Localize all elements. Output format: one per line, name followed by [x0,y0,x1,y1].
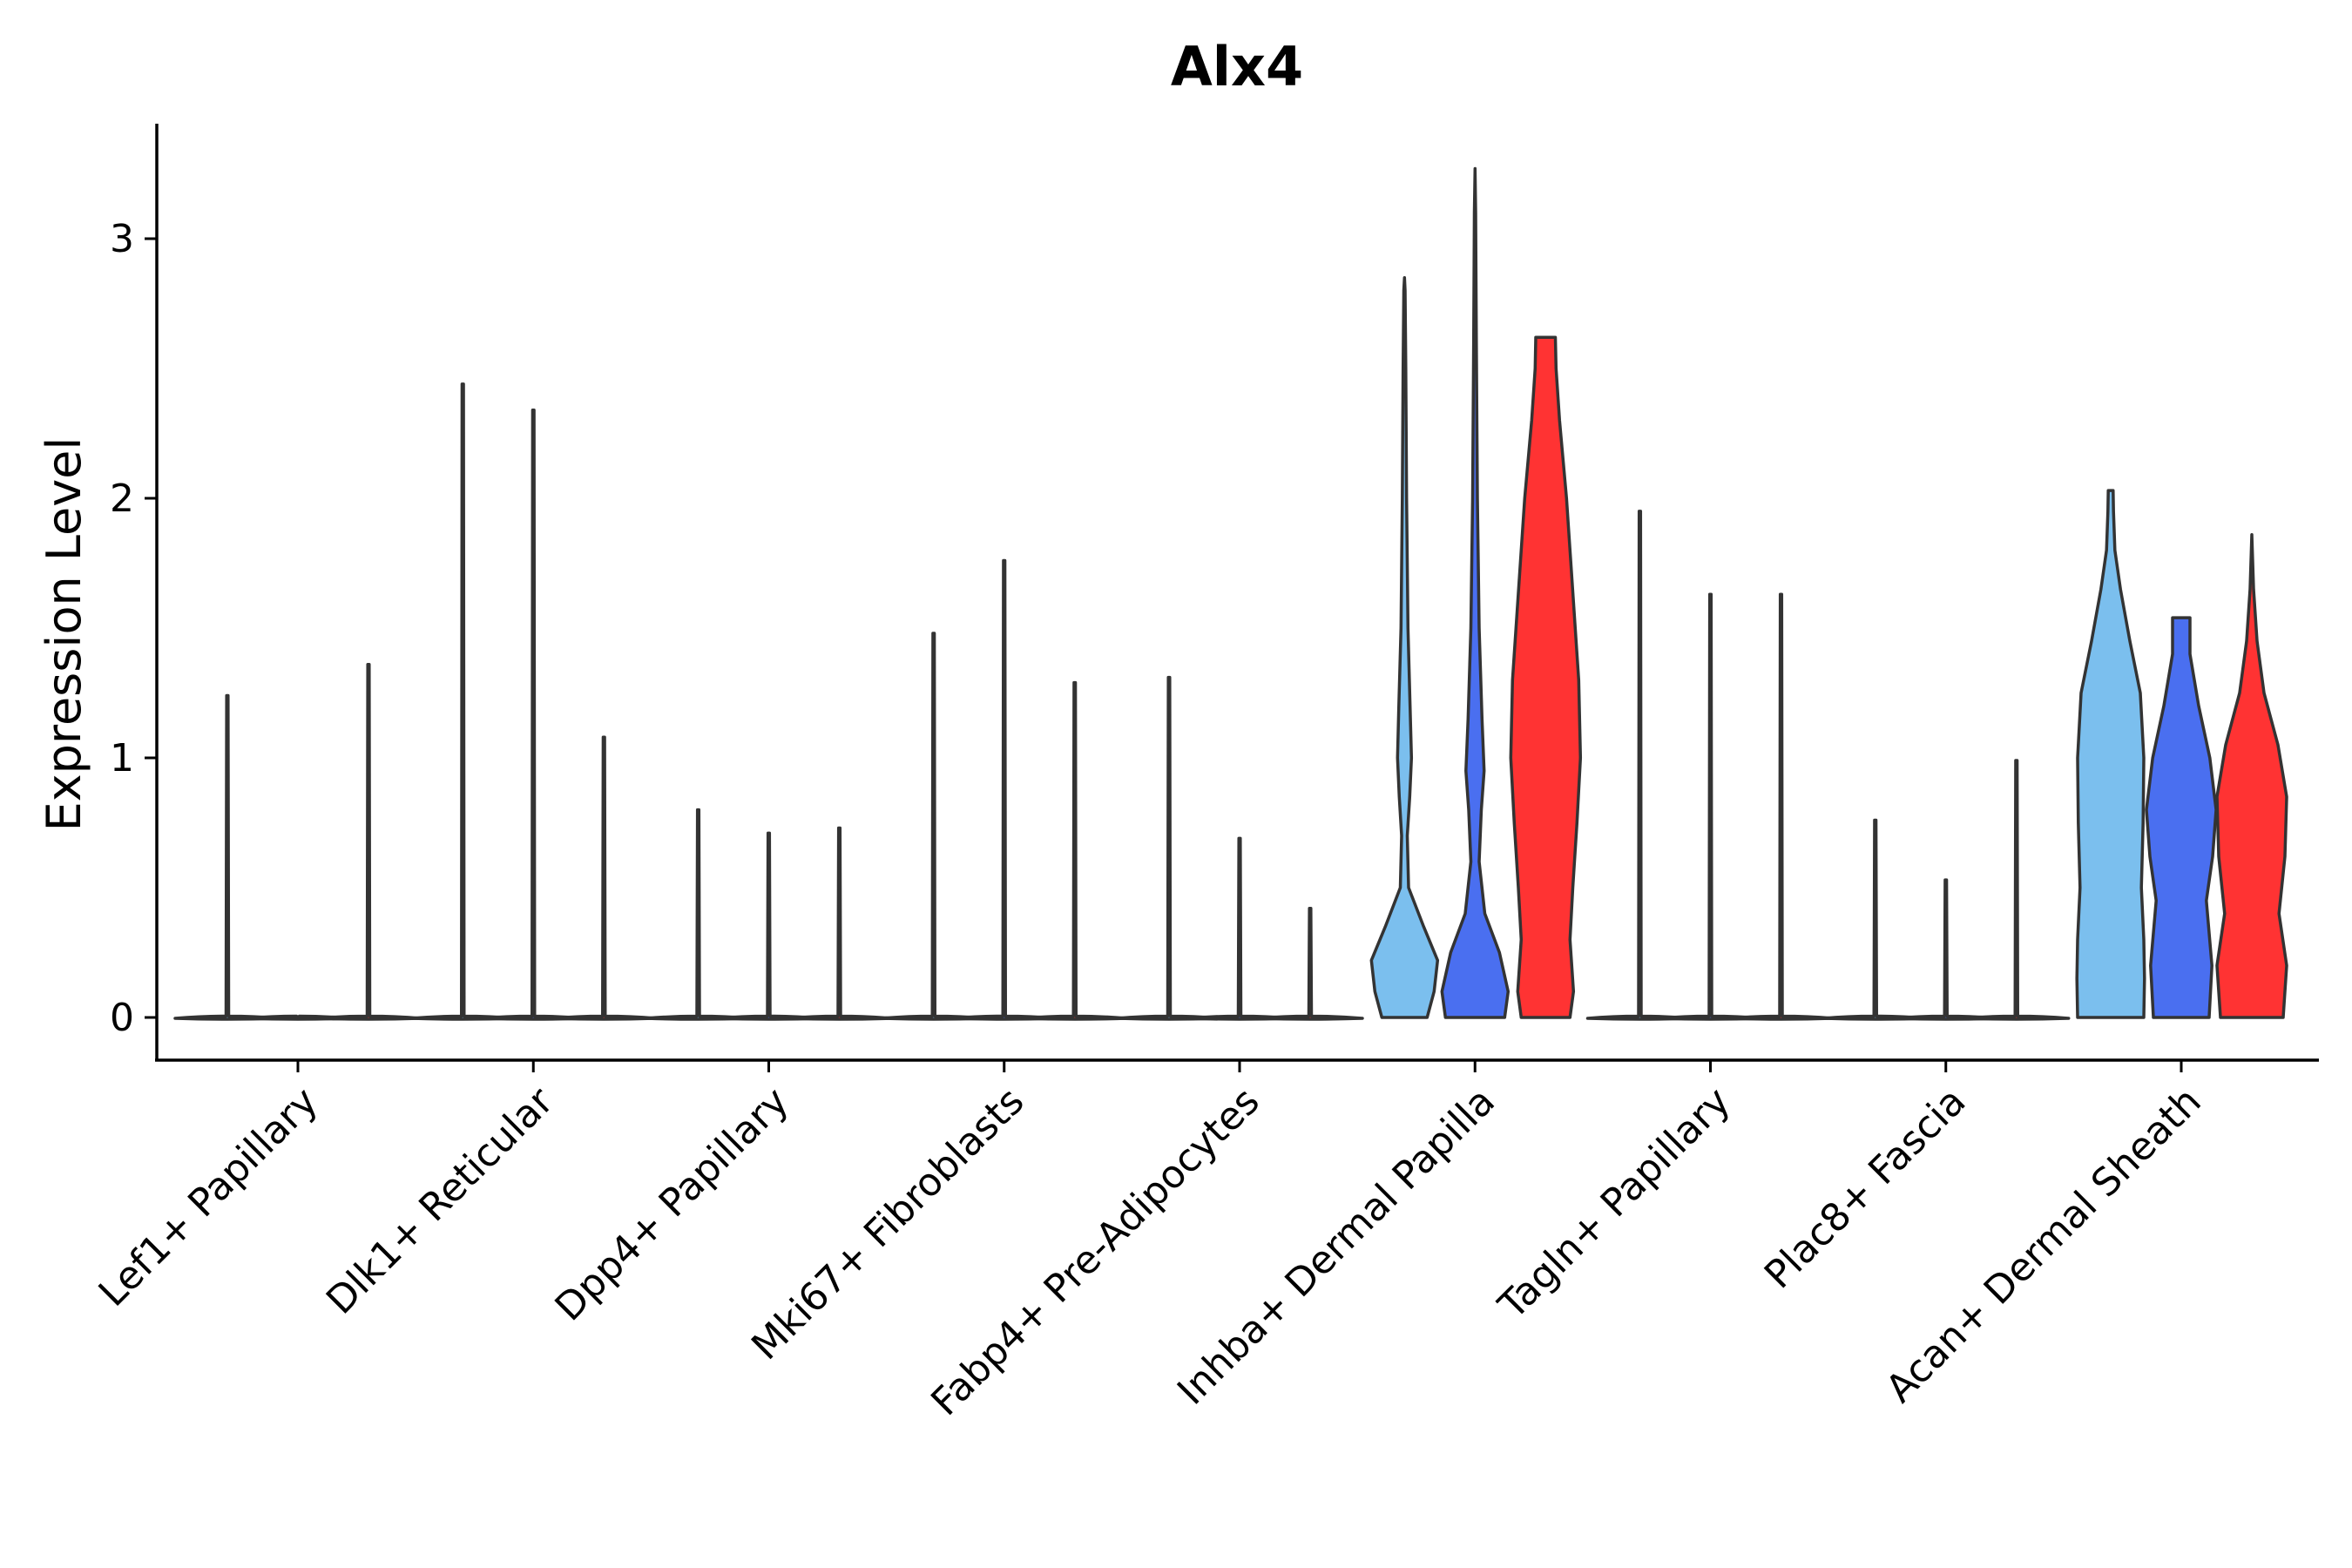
violin-shape [1440,166,1511,1019]
violin-shape [550,735,658,1021]
violin-group [644,808,894,1021]
violin-group [2075,489,2288,1019]
violin-shape [479,408,587,1021]
x-tick-label: Plac8+ Fascia [1756,1079,1975,1298]
x-tick-label: Lef1+ Papillary [91,1079,327,1315]
violin-shape [880,632,988,1021]
violin-shape [1892,878,2000,1021]
violin-shape [173,693,281,1021]
violin-group [173,662,422,1021]
violin-shape [2075,489,2146,1019]
y-tick-label: 0 [110,996,134,1040]
y-axis-label: Expression Level [37,437,91,832]
y-tick-label: 1 [110,736,134,781]
violin-shape [1963,759,2071,1021]
violin-shape [409,382,517,1021]
violin-shape [2145,616,2218,1019]
violin-group [409,382,658,1021]
violin-shape [644,808,753,1021]
violin-shape [2215,532,2288,1019]
violin-shape [1656,592,1765,1021]
violins-layer [173,166,2288,1021]
x-tick-label: Tagln+ Papillary [1490,1079,1739,1328]
violin-group [1115,675,1364,1021]
violin-shape [1727,592,1835,1021]
x-tick-label: Dlk1+ Reticular [318,1078,563,1323]
violin-shape [1186,836,1294,1021]
violin-shape [1585,510,1694,1021]
violin-shape [1256,907,1364,1021]
violin-shape [1115,675,1223,1021]
violin-shape [314,662,422,1021]
x-tick-label: Mki67+ Fibroblasts [743,1079,1032,1369]
y-tick-label: 3 [110,217,134,261]
violin-shape [785,826,894,1021]
violin-group [1821,759,2071,1021]
y-tick-label: 2 [110,476,134,521]
violin-shape [1021,680,1129,1021]
y-ticks: 0 1 2 3 [110,217,157,1040]
violin-shape [714,831,823,1021]
violin-group [880,558,1129,1021]
violin-shape [950,558,1058,1021]
violin-shape [1509,335,1583,1019]
violin-shape [1369,275,1440,1019]
chart-title: Alx4 [1171,35,1303,98]
violin-shape [1821,818,1930,1021]
x-tick-label: Dpp4+ Papillary [547,1079,798,1330]
violin-group [1585,510,1835,1021]
violin-group [1369,166,1583,1019]
